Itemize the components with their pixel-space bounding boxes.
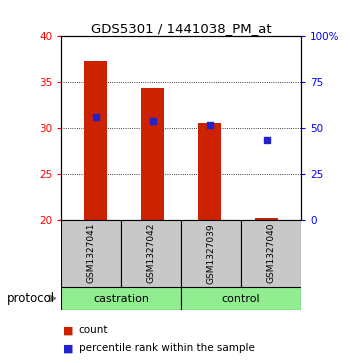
Bar [84,61,107,220]
Bar [181,220,241,287]
Point [264,137,270,143]
Text: percentile rank within the sample: percentile rank within the sample [79,343,255,354]
Text: GSM1327039: GSM1327039 [206,223,216,284]
Bar [241,220,301,287]
Point [93,114,98,120]
Bar [61,220,121,287]
Title: GDS5301 / 1441038_PM_at: GDS5301 / 1441038_PM_at [91,22,272,35]
Bar [256,218,278,220]
Bar [198,123,221,220]
Point [150,118,155,123]
Text: GSM1327040: GSM1327040 [267,223,275,284]
Text: protocol: protocol [7,292,55,305]
Bar [141,87,164,220]
Text: castration: castration [93,294,149,303]
Point [207,122,212,128]
Text: GSM1327041: GSM1327041 [87,223,96,284]
Bar [181,287,301,310]
Text: count: count [79,325,108,335]
Text: ■: ■ [63,325,74,335]
Text: GSM1327042: GSM1327042 [147,223,156,284]
Text: ■: ■ [63,343,74,354]
Bar [61,287,181,310]
Text: control: control [222,294,260,303]
Bar [121,220,181,287]
